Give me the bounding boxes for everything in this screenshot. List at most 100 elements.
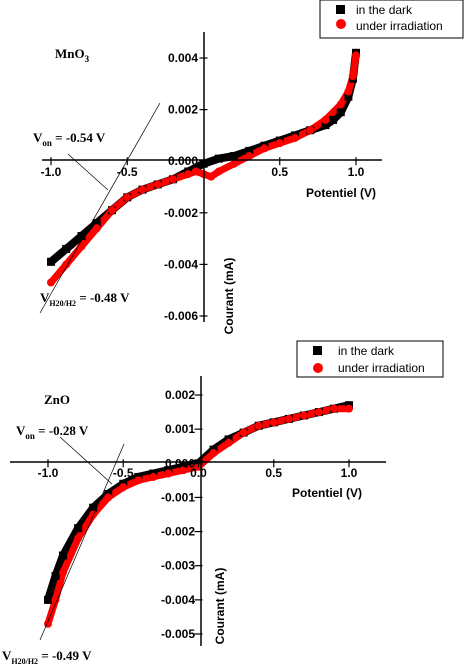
- y-tick-label: -0.005: [161, 627, 195, 641]
- data-point-irradiation: [306, 126, 315, 135]
- vh2-annotation: VH20/H2 = -0.48 V: [40, 290, 130, 308]
- data-point-irradiation: [149, 472, 158, 481]
- chart-title: MnO3: [55, 46, 90, 64]
- annotation-pointer: [59, 436, 113, 485]
- data-point-irradiation: [207, 172, 216, 181]
- data-point-dark: [47, 257, 55, 266]
- data-point-irradiation: [245, 152, 254, 161]
- data-point-irradiation: [269, 418, 278, 427]
- data-point-dark: [92, 219, 101, 228]
- legend-label-irradiation: under irradiation: [338, 361, 425, 375]
- chart-mno3: -1.0 -0.5 0.5 1.0 0.004 0.002 0.000 -0.002 -0.00…: [33, 0, 464, 335]
- data-point-dark: [89, 503, 98, 512]
- data-point-irradiation: [260, 144, 269, 153]
- y-tick-label: -0.002: [161, 525, 195, 539]
- data-point-irradiation: [254, 421, 263, 430]
- y-tick-label: 0.002: [168, 103, 198, 117]
- data-point-irradiation: [153, 180, 162, 189]
- y-tick-label: -0.001: [161, 490, 195, 504]
- ticks: -1.0 -0.5 0.5 1.0 0.004 0.002 0.000 -0.002 -0.00…: [41, 51, 365, 323]
- data-point-irradiation: [291, 133, 299, 142]
- data-point-irradiation: [89, 510, 98, 519]
- series-lines: [44, 401, 353, 628]
- y-tick-label: 0.001: [165, 422, 195, 436]
- legend-label-irradiation: under irradiation: [356, 19, 443, 33]
- y-tick-label: 0.000: [165, 456, 195, 470]
- data-point-dark: [74, 524, 83, 533]
- von-annotation: Von = -0.54 V: [33, 130, 106, 148]
- chart-zno: -1.0 -0.5 0.0 0.5 1.0 0.002 0.001 0.000 -0.001 -0…: [2, 340, 444, 666]
- data-point-dark: [230, 152, 238, 161]
- x-tick-label: -0.5: [113, 466, 134, 480]
- data-point-dark: [344, 92, 353, 101]
- data-point-irradiation: [134, 476, 143, 485]
- y-tick-label: -0.006: [164, 309, 198, 323]
- y-tick-label: -0.003: [161, 559, 195, 573]
- data-point-irradiation: [345, 404, 353, 413]
- data-point-irradiation: [275, 139, 284, 148]
- x-axis-label: Potentiel (V): [306, 186, 376, 200]
- x-tick-label: 0.5: [271, 165, 288, 179]
- data-point-dark: [214, 154, 223, 163]
- data-point-irradiation: [344, 87, 353, 96]
- data-point-irradiation: [348, 72, 357, 81]
- data-point-dark: [336, 108, 345, 117]
- data-point-irradiation: [314, 408, 323, 417]
- series-line-dark: [44, 401, 353, 604]
- x-tick-label: -1.0: [41, 165, 62, 179]
- legend-label-dark: in the dark: [356, 3, 413, 17]
- x-tick-label: -0.5: [117, 165, 138, 179]
- data-point-irradiation: [164, 469, 173, 478]
- series-marks: [44, 401, 353, 628]
- x-axis-label: Potentiel (V): [292, 486, 362, 500]
- data-point-irradiation: [62, 260, 71, 269]
- data-point-irradiation: [209, 449, 218, 458]
- data-point-dark: [51, 571, 60, 580]
- y-tick-label: -0.004: [161, 593, 195, 607]
- data-point-irradiation: [169, 175, 177, 184]
- y-tick-label: -0.004: [164, 257, 198, 271]
- data-point-irradiation: [336, 100, 345, 109]
- data-point-dark: [44, 595, 52, 604]
- x-tick-label: 0.0: [190, 466, 207, 480]
- von-annotation: Von = -0.28 V: [16, 423, 89, 441]
- data-point-irradiation: [191, 167, 200, 176]
- y-axis-label: Courant (mA): [222, 258, 236, 335]
- data-point-irradiation: [51, 595, 60, 604]
- y-axis-label: Courant (mA): [213, 568, 227, 645]
- legend: in the dark under irradiation: [319, 0, 464, 39]
- chart-title: ZnO: [44, 392, 70, 407]
- legend-marker-irradiation: [336, 19, 346, 29]
- y-tick-label: -0.002: [164, 206, 198, 220]
- data-point-irradiation: [92, 224, 101, 233]
- legend-marker-dark: [336, 5, 345, 14]
- vh2-annotation: VH20/H2 = -0.49 V: [2, 648, 92, 666]
- data-point-irradiation: [119, 483, 128, 492]
- data-point-dark: [329, 115, 338, 124]
- data-point-irradiation: [329, 404, 338, 413]
- data-point-dark: [321, 121, 330, 130]
- data-point-irradiation: [352, 51, 360, 60]
- x-tick-label: -1.0: [38, 466, 59, 480]
- annotation-pointer: [67, 153, 109, 191]
- data-point-irradiation: [239, 428, 248, 437]
- y-tick-label: 0.004: [168, 51, 198, 65]
- data-point-dark: [62, 244, 71, 253]
- data-point-irradiation: [230, 159, 238, 168]
- data-point-irradiation: [74, 534, 83, 543]
- series-line-irradiation: [44, 405, 353, 628]
- data-point-irradiation: [321, 115, 330, 124]
- data-point-irradiation: [214, 167, 223, 176]
- legend-marker-dark: [313, 346, 322, 355]
- data-point-irradiation: [179, 466, 188, 475]
- data-point-irradiation: [104, 493, 113, 502]
- data-point-dark: [77, 232, 86, 241]
- data-point-irradiation: [224, 438, 233, 447]
- tangent-line: [39, 102, 161, 314]
- data-point-dark: [245, 146, 254, 155]
- legend-marker-irradiation: [313, 363, 323, 373]
- data-point-irradiation: [59, 568, 68, 577]
- data-point-irradiation: [77, 242, 86, 251]
- x-tick-label: 1.0: [341, 466, 358, 480]
